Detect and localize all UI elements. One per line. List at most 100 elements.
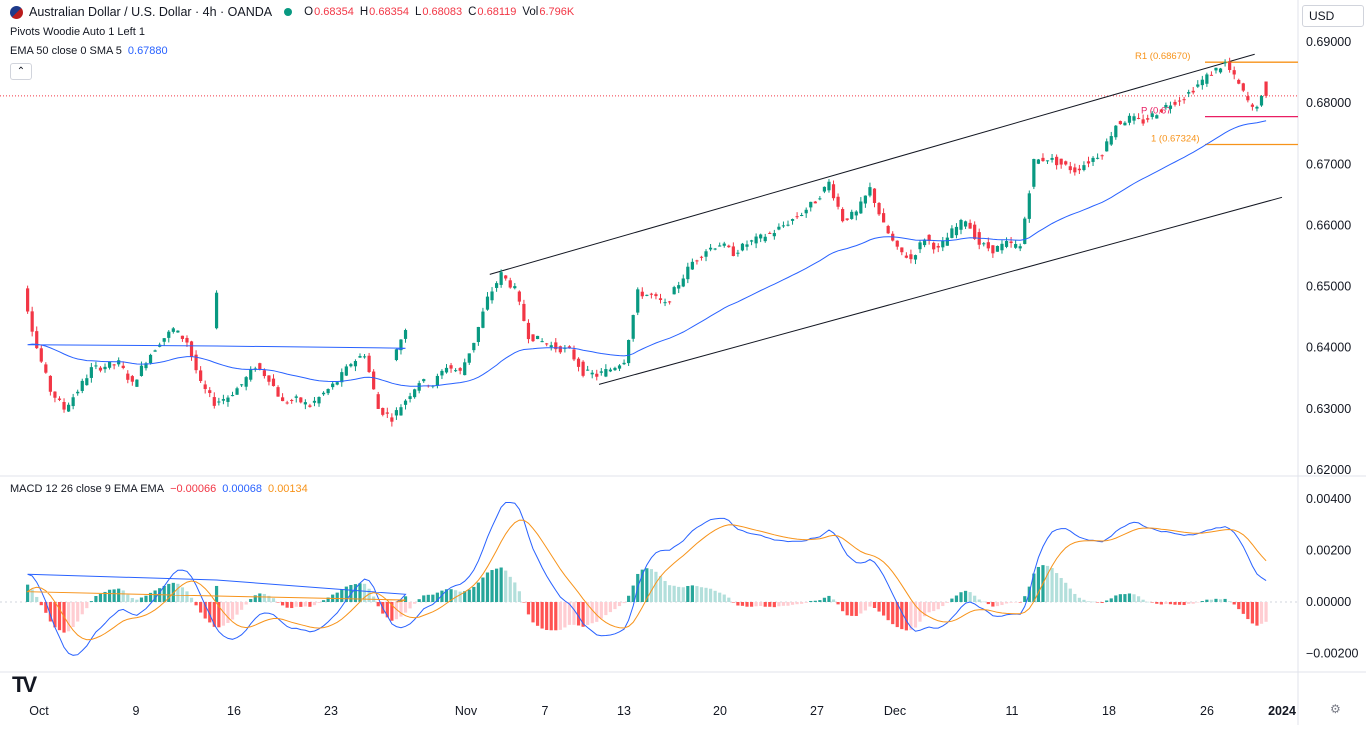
macd-histogram-bar: [481, 577, 485, 602]
macd-histogram-bar: [963, 590, 968, 602]
macd-histogram-bar: [130, 598, 134, 602]
macd-histogram-bar: [854, 602, 858, 616]
ema-legend[interactable]: EMA 50 close 0 SMA 5 0.67880: [10, 45, 168, 57]
candle-body: [1114, 125, 1118, 138]
candle-body: [89, 367, 93, 378]
macd-histogram-bar: [1228, 601, 1232, 602]
candle-body: [444, 367, 449, 373]
candle-body: [932, 242, 936, 250]
ema-indicator-label[interactable]: EMA 50 close 0 SMA 5: [10, 45, 122, 57]
candle-body: [795, 216, 799, 218]
candle-body: [599, 371, 603, 373]
macd-histogram-bar: [71, 602, 75, 628]
candle-body: [754, 236, 758, 244]
macd-histogram-bar: [1095, 602, 1100, 603]
candle-body: [572, 349, 576, 360]
candle-body: [1173, 101, 1177, 105]
macd-histogram-bar: [1032, 573, 1036, 602]
candle-body: [290, 400, 294, 402]
macd-histogram-bar: [214, 585, 219, 602]
macd-histogram-bar: [831, 599, 836, 602]
macd-histogram-bar: [1187, 602, 1191, 604]
candle-body: [549, 345, 553, 348]
macd-tick-label: 0.00000: [1306, 595, 1351, 609]
candle-body: [135, 379, 139, 387]
price-tick-label: 0.64000: [1306, 341, 1351, 355]
macd-histogram-bar: [1118, 594, 1122, 602]
candle-body: [80, 380, 84, 391]
candle-body: [686, 266, 690, 280]
settings-gear-icon[interactable]: ⚙: [1330, 702, 1341, 716]
candle-body: [554, 342, 558, 350]
macd-histogram-bar: [822, 597, 827, 602]
macd-histogram-bar: [385, 602, 389, 618]
candle-body: [130, 376, 134, 382]
symbol-title[interactable]: Australian Dollar / U.S. Dollar · 4h · O…: [29, 5, 273, 19]
candle-body: [1209, 74, 1214, 76]
candle-body: [850, 211, 854, 219]
macd-legend[interactable]: MACD 12 26 close 9 EMA EMA −0.00066 0.00…: [10, 483, 308, 495]
macd-histogram-bar: [290, 602, 294, 609]
candle-body: [335, 382, 339, 385]
candle-body: [1255, 106, 1259, 109]
macd-histogram-bar: [144, 595, 148, 602]
candle-body: [221, 399, 226, 401]
macd-histogram-bar: [431, 594, 435, 602]
candle-body: [1241, 83, 1245, 91]
candle-body: [35, 331, 39, 349]
time-tick-label: 16: [227, 704, 241, 718]
candle-body: [790, 219, 795, 221]
candle-body: [180, 335, 185, 339]
candle-body: [403, 400, 408, 405]
candle-body: [244, 377, 248, 387]
macd-histogram-bar: [399, 599, 403, 602]
macd-histogram-bar: [280, 602, 285, 606]
pivots-indicator-label[interactable]: Pivots Woodie Auto 1 Left 1: [10, 26, 145, 38]
macd-tick-label: 0.00200: [1306, 544, 1351, 558]
candle-body: [467, 353, 471, 363]
candle-body: [1164, 105, 1168, 108]
macd-histogram-bar: [781, 602, 786, 606]
macd-histogram-bar: [1164, 602, 1168, 604]
macd-indicator-label[interactable]: MACD 12 26 close 9 EMA EMA: [10, 483, 165, 495]
candle-body: [280, 397, 285, 402]
candle-body: [385, 412, 389, 414]
pivots-legend[interactable]: Pivots Woodie Auto 1 Left 1: [10, 26, 145, 38]
candle-body: [208, 390, 212, 394]
candle-body: [663, 302, 667, 304]
macd-histogram-bar: [103, 591, 107, 602]
macd-histogram-bar: [1018, 602, 1022, 603]
macd-histogram-bar: [617, 602, 622, 607]
macd-histogram-bar: [818, 600, 822, 602]
macd-histogram-bar: [900, 602, 904, 630]
macd-histogram-bar: [668, 585, 672, 602]
collapse-legend-button[interactable]: ⌃: [10, 63, 32, 80]
macd-histogram-bar: [1173, 602, 1177, 605]
candle-body: [53, 391, 57, 398]
candle-body: [490, 291, 494, 301]
macd-histogram-bar: [677, 586, 681, 602]
candle-body: [668, 301, 672, 303]
candle-body: [449, 365, 453, 369]
macd-histogram-bar: [126, 594, 130, 602]
candle-body: [1027, 193, 1031, 219]
macd-histogram-bar: [1086, 601, 1091, 602]
candle-body: [854, 211, 858, 216]
macd-histogram-bar: [681, 587, 685, 602]
macd-histogram-bar: [217, 602, 221, 628]
macd-histogram-bar: [991, 602, 995, 607]
time-tick-label: Nov: [455, 704, 478, 718]
candle-body: [1000, 243, 1004, 251]
macd-histogram-bar: [294, 602, 298, 607]
currency-select[interactable]: USD: [1302, 5, 1364, 27]
candle-body: [535, 335, 540, 340]
candle-body: [294, 396, 298, 398]
macd-histogram-bar: [1232, 602, 1236, 605]
macd-histogram-bar: [1055, 573, 1059, 602]
macd-histogram-bar: [1155, 602, 1159, 604]
macd-histogram-bar: [645, 568, 649, 602]
macd-histogram-bar: [1004, 602, 1009, 604]
macd-histogram-bar: [627, 595, 631, 602]
